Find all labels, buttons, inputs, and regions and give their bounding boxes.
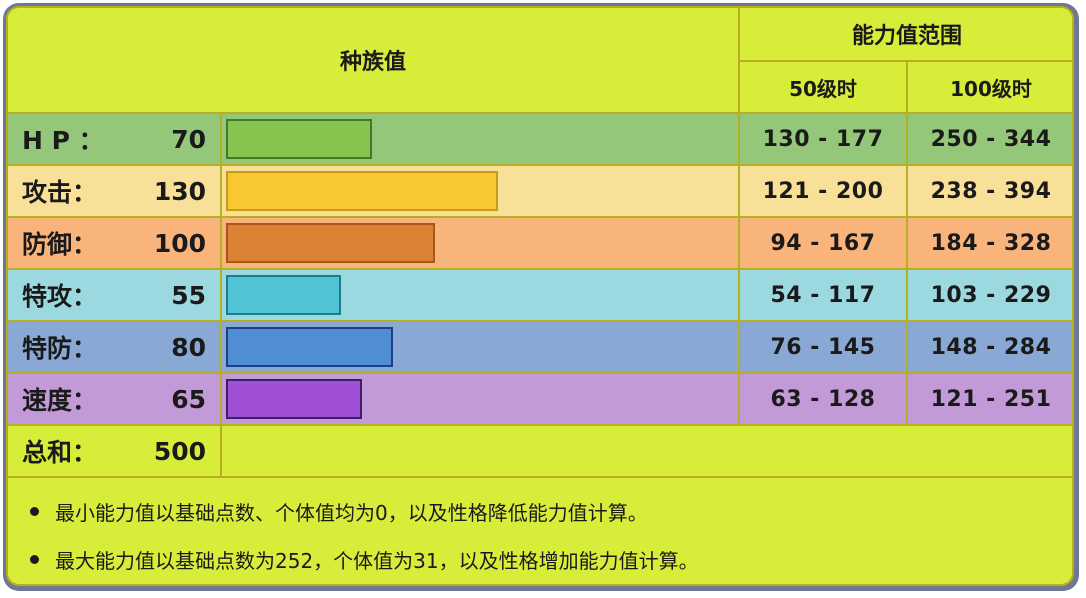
stat-bar-sp-attack [226, 275, 341, 315]
range50-value: 130 - 177 [762, 126, 884, 152]
note-min-text: 最小能力值以基础点数、个体值均为0，以及性格降低能力值计算。 [55, 500, 648, 525]
range50-cell: 63 - 128 [740, 374, 906, 424]
level50-header: 50级时 [740, 62, 906, 112]
stat-value: 130 [153, 176, 206, 206]
stat-range-header: 能力值范围 [740, 8, 1072, 60]
stat-value: 55 [171, 280, 206, 310]
note-min: 最小能力值以基础点数、个体值均为0，以及性格降低能力值计算。 [30, 496, 648, 526]
stat-range-title: 能力值范围 [851, 24, 962, 49]
level100-label: 100级时 [950, 76, 1032, 101]
divider [8, 476, 1072, 478]
divider [8, 164, 1072, 166]
stat-bar-speed [226, 379, 362, 419]
range50-value: 76 - 145 [770, 334, 876, 360]
range100-value: 238 - 394 [930, 178, 1052, 204]
stat-row-sp-defense: 特防： 80 [8, 322, 738, 372]
range50-value: 121 - 200 [762, 178, 884, 204]
bullet-icon [30, 506, 39, 516]
divider [8, 216, 1072, 218]
divider [8, 372, 1072, 374]
stat-row-hp: H P ： 70 [8, 114, 738, 164]
range50-value: 63 - 128 [770, 386, 876, 412]
stat-value: 80 [171, 332, 206, 362]
range100-value: 250 - 344 [930, 126, 1052, 152]
stat-label: 防御： [22, 230, 98, 259]
divider [8, 268, 1072, 270]
base-stats-header: 种族值 [8, 8, 738, 112]
range50-value: 94 - 167 [770, 230, 876, 256]
range100-cell: 184 - 328 [908, 218, 1072, 268]
range50-value: 54 - 117 [770, 282, 876, 308]
range50-cell: 121 - 200 [740, 166, 906, 216]
stat-row-defense: 防御： 100 [8, 218, 738, 268]
note-max-text: 最大能力值以基础点数为252，个体值为31，以及性格增加能力值计算。 [55, 548, 699, 573]
range100-value: 103 - 229 [930, 282, 1052, 308]
stat-label: 速度： [22, 386, 98, 415]
bullet-icon [30, 554, 39, 564]
divider [906, 60, 908, 426]
range100-cell: 250 - 344 [908, 114, 1072, 164]
range50-cell: 76 - 145 [740, 322, 906, 372]
stat-row-sp-attack: 特攻： 55 [8, 270, 738, 320]
total-value: 500 [153, 436, 206, 466]
stat-label: H P ： [22, 126, 104, 155]
note-max: 最大能力值以基础点数为252，个体值为31，以及性格增加能力值计算。 [30, 544, 699, 574]
total-row: 总和： 500 [8, 426, 220, 476]
range100-cell: 148 - 284 [908, 322, 1072, 372]
stat-bar-sp-defense [226, 327, 393, 367]
level50-label: 50级时 [789, 76, 857, 101]
stat-row-speed: 速度： 65 [8, 374, 738, 424]
range100-cell: 103 - 229 [908, 270, 1072, 320]
base-stats-title: 种族值 [339, 50, 406, 75]
range100-cell: 121 - 251 [908, 374, 1072, 424]
range50-cell: 130 - 177 [740, 114, 906, 164]
range100-value: 184 - 328 [930, 230, 1052, 256]
level100-header: 100级时 [908, 62, 1072, 112]
range100-cell: 238 - 394 [908, 166, 1072, 216]
range100-value: 121 - 251 [930, 386, 1052, 412]
range50-cell: 54 - 117 [740, 270, 906, 320]
stat-row-attack: 攻击： 130 [8, 166, 738, 216]
stat-bar-hp [226, 119, 372, 159]
stat-value: 70 [171, 124, 206, 154]
stat-bar-defense [226, 223, 435, 263]
stat-label: 特攻： [22, 282, 98, 311]
stat-bar-attack [226, 171, 498, 211]
stats-card: 种族值 能力值范围 50级时 100级时 H P ： 70 130 - 177 … [6, 6, 1074, 586]
divider [8, 320, 1072, 322]
stat-label: 特防： [22, 334, 98, 363]
divider [8, 112, 1072, 114]
range100-value: 148 - 284 [930, 334, 1052, 360]
stat-value: 100 [153, 228, 206, 258]
divider [220, 112, 222, 476]
total-label: 总和： [22, 438, 98, 467]
stat-label: 攻击： [22, 178, 98, 207]
divider [8, 424, 1072, 426]
range50-cell: 94 - 167 [740, 218, 906, 268]
stat-value: 65 [171, 384, 206, 414]
